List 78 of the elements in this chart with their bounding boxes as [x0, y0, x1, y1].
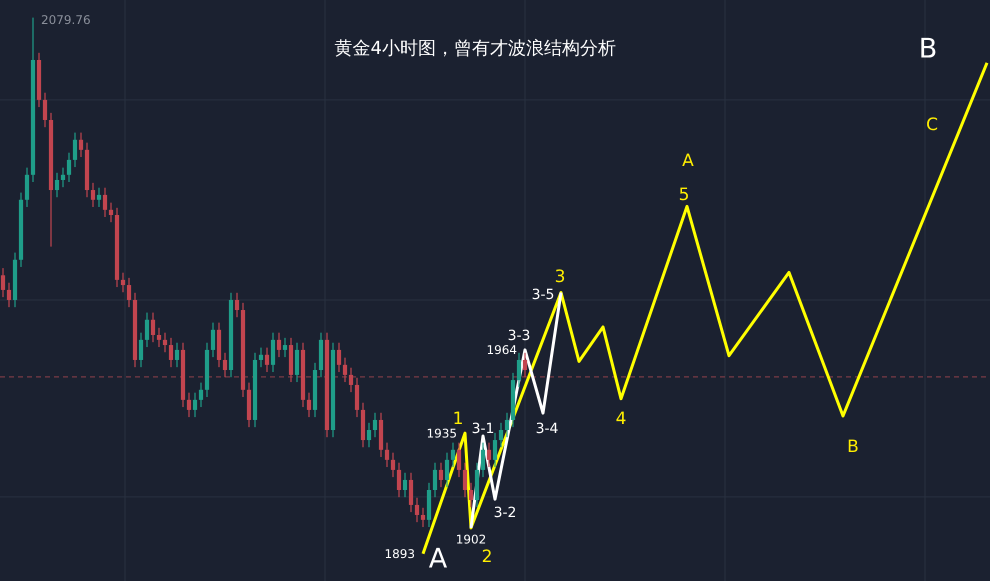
- candlestick: [66, 152, 72, 183]
- candlestick: [432, 462, 438, 498]
- annotation: 5: [678, 184, 690, 205]
- candlestick: [396, 462, 402, 498]
- candlestick: [486, 442, 492, 468]
- candlestick: [342, 357, 348, 383]
- candlestick: [186, 392, 192, 418]
- annotation: 2079.76: [41, 12, 91, 27]
- candlestick: [222, 352, 228, 378]
- candlestick: [336, 342, 342, 373]
- candlestick: [306, 392, 312, 418]
- annotation: C: [926, 114, 938, 135]
- candlestick: [282, 337, 288, 358]
- candlestick: [144, 312, 150, 348]
- annotation: 3-3: [508, 328, 530, 344]
- candlestick: [78, 132, 84, 158]
- candlestick: [348, 367, 354, 393]
- candlestick: [96, 187, 102, 208]
- candlestick: [492, 432, 498, 468]
- candlestick: [72, 132, 78, 168]
- candlestick: [414, 497, 420, 523]
- candlestick: [198, 382, 204, 408]
- candlestick: [234, 292, 240, 318]
- candlestick: [102, 187, 108, 218]
- candlestick: [126, 277, 132, 308]
- candlestick: [366, 422, 372, 448]
- candlestick: [384, 442, 390, 468]
- annotation: A: [428, 543, 448, 574]
- candlestick: [420, 507, 426, 528]
- candlestick: [444, 452, 450, 488]
- annotation: 3-1: [472, 420, 494, 437]
- candlestick: [192, 392, 198, 418]
- candlestick: [54, 172, 60, 198]
- annotation: 1: [452, 408, 464, 429]
- data-label: 1902: [456, 532, 486, 546]
- candlestick: [480, 442, 486, 478]
- candlestick: [402, 472, 408, 498]
- candlestick: [6, 282, 12, 308]
- data-label: 1964: [486, 343, 517, 358]
- candlestick: [516, 352, 522, 388]
- candlestick: [162, 332, 168, 353]
- annotation: 4: [616, 408, 626, 429]
- annotation: 2: [482, 546, 492, 567]
- candlestick: [42, 92, 48, 128]
- annotation: 3-5: [532, 286, 554, 303]
- candlestick: [156, 327, 162, 348]
- candlestick: [60, 167, 66, 188]
- candlestick: [0, 268, 6, 298]
- annotation: 3: [554, 266, 566, 287]
- candlestick: [90, 182, 96, 208]
- annotation: 3-4: [536, 420, 559, 437]
- annotation: B: [918, 33, 938, 64]
- candlestick: [174, 342, 180, 368]
- annotation: B: [847, 436, 859, 457]
- candlestick: [456, 442, 462, 478]
- candlestick: [498, 422, 504, 448]
- candlestick: [468, 482, 474, 508]
- candlestick: [108, 202, 114, 223]
- candlestick: [264, 347, 270, 373]
- text: 黄金4小时图，曾有才波浪结构分析: [334, 38, 616, 59]
- candlestick: [462, 462, 468, 498]
- candlestick: [276, 332, 282, 358]
- annotation: 3-2: [494, 504, 516, 521]
- annotation: A: [682, 150, 694, 171]
- candlestick: [210, 322, 216, 358]
- data-label: 1893: [384, 546, 415, 561]
- candlestick: [450, 442, 456, 468]
- candlestick: [258, 347, 264, 368]
- candlestick: [438, 462, 444, 488]
- candlestick: [522, 352, 528, 378]
- data-label: 1935: [426, 426, 457, 440]
- candlestick: [372, 412, 378, 438]
- candlestick: [504, 412, 510, 438]
- candlestick: [390, 452, 396, 478]
- candlestick: [120, 272, 126, 293]
- candlestick: [138, 332, 144, 368]
- candlestick: [150, 312, 156, 343]
- candlestick: [168, 337, 174, 368]
